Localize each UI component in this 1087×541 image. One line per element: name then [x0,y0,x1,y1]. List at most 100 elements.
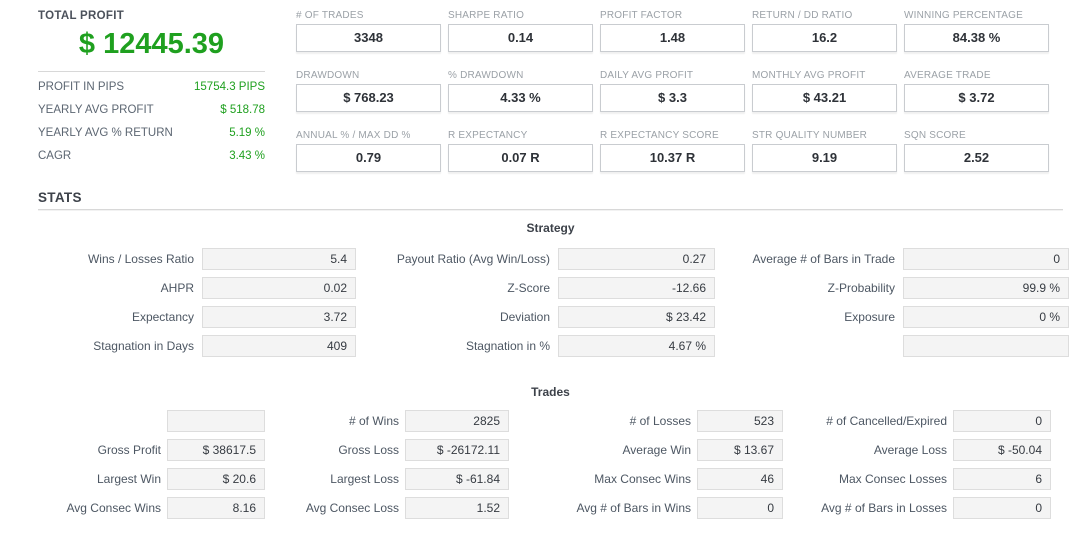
stat-value-box: 46 [697,468,783,490]
trades-table: # of Wins 2825 # of Losses 523 # of Canc… [38,410,1051,519]
stat-value-box: 0 [697,497,783,519]
stat-label: Avg # of Bars in Wins [576,501,692,515]
stat-label: Largest Loss [330,472,399,486]
stat-label: Max Consec Wins [594,472,691,486]
stat-label: Average # of Bars in Trade [752,252,895,266]
total-profit-label: TOTAL PROFIT [38,10,125,22]
metric-label: R EXPECTANCY [448,130,528,141]
metric-label: # OF TRADES [296,10,364,21]
summary-row-value: $ 518.78 [220,104,265,116]
metric-label: R EXPECTANCY SCORE [600,130,719,141]
metric-cell: DRAWDOWN $ 768.23 [296,70,441,112]
stat-value-box: $ 38617.5 [167,439,265,461]
metric-label: MONTHLY AVG PROFIT [752,70,866,81]
metric-value-box: 84.38 % [904,24,1049,52]
stat-value-box: 3.72 [202,306,356,328]
stat-label: Wins / Losses Ratio [87,252,194,266]
stat-label [723,335,895,357]
metric-label: SQN SCORE [904,130,966,141]
metric-cell: STR QUALITY NUMBER 9.19 [752,130,897,172]
stat-value-box: 5.4 [202,248,356,270]
stat-value-box: 4.67 % [558,335,715,357]
metric-value-box: $ 768.23 [296,84,441,112]
stat-value-box: -12.66 [558,277,715,299]
stat-value-box: $ -61.84 [405,468,509,490]
stat-value-box: $ -50.04 [953,439,1051,461]
stat-value-box [903,335,1069,357]
summary-row-label: CAGR [38,150,72,162]
stat-label: Avg Consec Loss [305,501,399,515]
stat-label: Stagnation in % [465,339,550,353]
stat-value-box: 1.52 [405,497,509,519]
metric-value-box: $ 3.3 [600,84,745,112]
stat-value-box: 0.27 [558,248,715,270]
metric-value-box: 0.14 [448,24,593,52]
stat-value-box: 0 [953,410,1051,432]
summary-row-label: YEARLY AVG PROFIT [38,104,154,116]
stat-label: AHPR [160,281,194,295]
stats-heading: STATS [38,190,82,205]
metric-label: STR QUALITY NUMBER [752,130,868,141]
metric-value-box: 4.33 % [448,84,593,112]
metric-value-box: 0.79 [296,144,441,172]
stat-value-box: 0 [903,248,1069,270]
summary-row-label: YEARLY AVG % RETURN [38,127,173,139]
metric-label: SHARPE RATIO [448,10,525,21]
metrics-grid: # OF TRADES 3348 SHARPE RATIO 0.14 PROFI… [296,10,1049,172]
stat-value-box: 523 [697,410,783,432]
stat-label: # of Wins [348,414,399,428]
metric-value-box: $ 43.21 [752,84,897,112]
stat-label: Z-Score [507,281,550,295]
metric-cell: DAILY AVG PROFIT $ 3.3 [600,70,745,112]
metric-cell: R EXPECTANCY 0.07 R [448,130,593,172]
metric-cell: R EXPECTANCY SCORE 10.37 R [600,130,745,172]
stat-value-box: 0 [953,497,1051,519]
strategy-section-title: Strategy [526,221,575,235]
stat-label: Z-Probability [827,281,895,295]
summary-row: CAGR 3.43 % [38,149,265,164]
summary-row-value: 5.19 % [229,127,265,139]
stat-value-box: 0.02 [202,277,356,299]
metric-label: DAILY AVG PROFIT [600,70,694,81]
metric-value-box: 2.52 [904,144,1049,172]
stat-label: Exposure [844,310,895,324]
metric-cell: % DRAWDOWN 4.33 % [448,70,593,112]
total-profit-panel: TOTAL PROFIT $ 12445.39 PROFIT IN PIPS 1… [38,10,265,164]
stat-label: Stagnation in Days [93,339,194,353]
metric-label: ANNUAL % / MAX DD % [296,130,411,141]
stat-value-box [167,410,265,432]
stat-value-box: 2825 [405,410,509,432]
stat-value-box: $ 13.67 [697,439,783,461]
stat-value-box: 8.16 [167,497,265,519]
trades-section-title: Trades [531,385,570,399]
metric-cell: RETURN / DD RATIO 16.2 [752,10,897,52]
stat-value-box: $ -26172.11 [405,439,509,461]
metric-cell: ANNUAL % / MAX DD % 0.79 [296,130,441,172]
metric-value-box: 0.07 R [448,144,593,172]
metric-cell: SHARPE RATIO 0.14 [448,10,593,52]
summary-row: PROFIT IN PIPS 15754.3 PIPS [38,80,265,95]
stat-label: Gross Profit [97,443,161,457]
stat-label: Average Loss [873,443,947,457]
metric-label: WINNING PERCENTAGE [904,10,1023,21]
stat-value-box: 99.9 % [903,277,1069,299]
stat-label: Avg Consec Wins [66,501,161,515]
metric-label: DRAWDOWN [296,70,360,81]
stat-value-box: 0 % [903,306,1069,328]
metric-value-box: 1.48 [600,24,745,52]
stats-divider [38,209,1063,210]
metric-value-box: 9.19 [752,144,897,172]
metric-value-box: 3348 [296,24,441,52]
stat-value-box: $ 23.42 [558,306,715,328]
metric-value-box: 10.37 R [600,144,745,172]
summary-row-label: PROFIT IN PIPS [38,81,125,93]
metric-cell: SQN SCORE 2.52 [904,130,1049,172]
stat-label: Avg # of Bars in Losses [821,501,947,515]
metric-cell: # OF TRADES 3348 [296,10,441,52]
metric-label: RETURN / DD RATIO [752,10,853,21]
stat-label: Largest Win [96,472,161,486]
metric-cell: AVERAGE TRADE $ 3.72 [904,70,1049,112]
stat-value-box: 409 [202,335,356,357]
stat-label: Expectancy [131,310,194,324]
stat-value-box: 6 [953,468,1051,490]
